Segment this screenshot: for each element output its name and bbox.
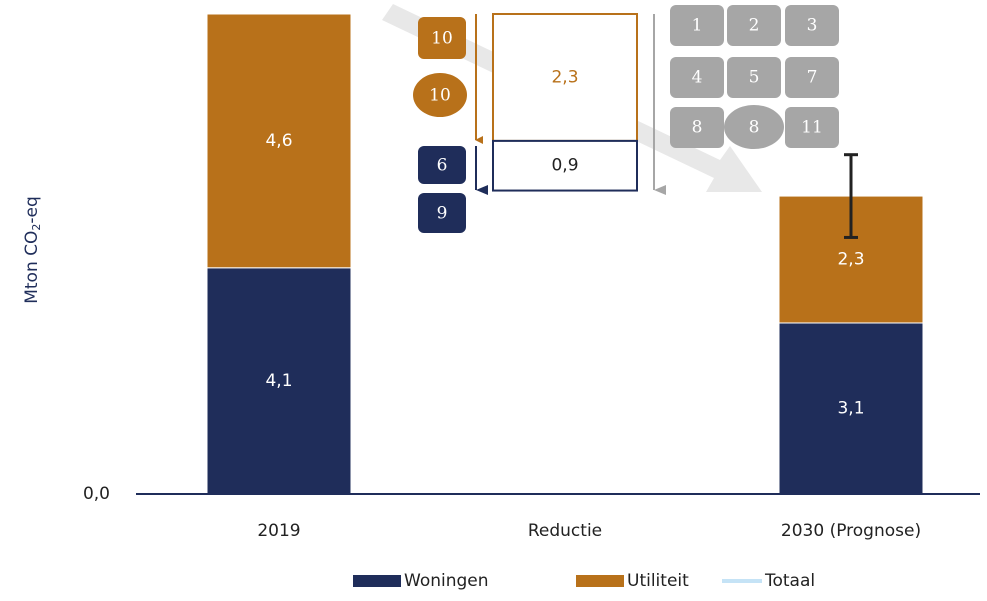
y-axis-title: Mton CO2-eq (22, 196, 43, 304)
value-label: 2,3 (837, 250, 864, 270)
badge-label: 7 (807, 68, 818, 88)
reduction-bar (492, 13, 638, 142)
badge-label: 1 (692, 16, 703, 36)
badge (418, 146, 466, 184)
legend-label: Totaal (764, 571, 815, 591)
bar (206, 13, 352, 269)
value-label: 4,6 (265, 131, 292, 151)
legend-swatch (576, 575, 624, 587)
bars: 4,1 4,6 2,3 0,9 3,1 2,3 (206, 13, 924, 495)
badge (418, 193, 466, 233)
value-label: 3,1 (837, 398, 864, 418)
badge (785, 57, 839, 98)
badge-label: 2 (749, 16, 760, 36)
badge (670, 57, 724, 98)
x-tick-label: Reductie (528, 521, 602, 541)
badge-label: 9 (437, 204, 448, 224)
reduction-bar (492, 139, 638, 192)
y-axis-title-suffix: -eq (22, 196, 42, 223)
badge (724, 105, 784, 149)
badge-label: 10 (429, 86, 451, 106)
badge-label: 8 (749, 118, 760, 138)
badge (727, 57, 781, 98)
badge-label: 8 (692, 118, 703, 138)
value-label: 0,9 (551, 156, 578, 176)
badge (413, 73, 467, 117)
x-tick-label: 2030 (Prognose) (781, 521, 921, 541)
badge-grid: 1 2 3 4 5 7 8 8 11 (670, 5, 839, 149)
annotations: 10 10 6 9 1 2 34 5 78 8 11 (413, 5, 839, 233)
y-axis-title-main: Mton CO (22, 231, 42, 304)
value-label: 4,1 (265, 371, 292, 391)
y-axis-title-sub: 2 (30, 224, 43, 231)
badge (785, 107, 839, 148)
legend-label: Utiliteit (627, 571, 689, 591)
badge (418, 17, 466, 59)
badge (670, 107, 724, 148)
value-label: 2,3 (551, 67, 578, 87)
badge (670, 5, 724, 46)
badge (727, 5, 781, 46)
y-tick-label: 0,0 (83, 484, 110, 504)
badge-label: 10 (431, 29, 453, 49)
badge-label: 6 (437, 156, 448, 176)
badge-label: 5 (749, 68, 760, 88)
x-tick-label: 2019 (257, 521, 300, 541)
error-bar (844, 153, 858, 239)
legend-label: Woningen (404, 571, 489, 591)
legend-swatch (353, 575, 401, 587)
badge-label: 11 (801, 118, 823, 138)
badge-label: 3 (807, 16, 818, 36)
badge (785, 5, 839, 46)
badge-label: 4 (692, 68, 703, 88)
